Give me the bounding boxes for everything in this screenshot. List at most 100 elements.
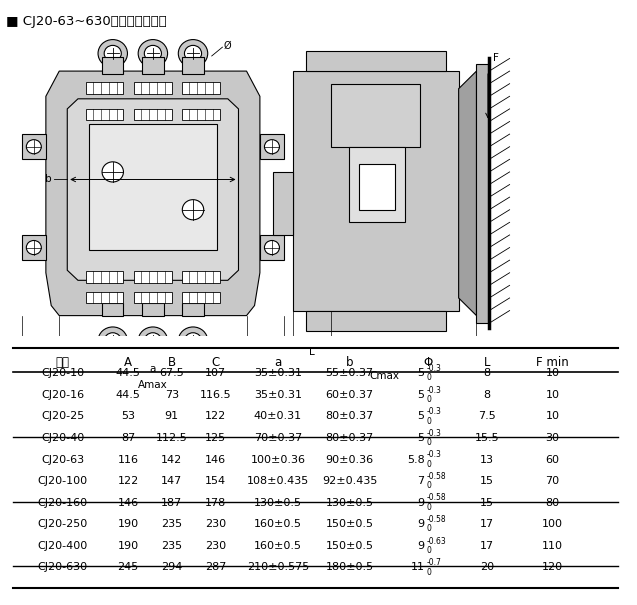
Text: 44.5: 44.5 — [116, 368, 141, 378]
Text: 110: 110 — [542, 541, 563, 551]
Bar — [89, 124, 217, 250]
Text: 0: 0 — [427, 460, 431, 469]
Text: 35±0.31: 35±0.31 — [254, 368, 302, 378]
Text: 142: 142 — [161, 454, 182, 465]
Text: L: L — [483, 356, 490, 369]
Text: CJ20-10: CJ20-10 — [41, 368, 84, 378]
Text: 294: 294 — [161, 563, 182, 572]
Polygon shape — [68, 99, 238, 280]
Text: 146: 146 — [118, 498, 139, 508]
Text: 5: 5 — [418, 433, 425, 443]
Circle shape — [185, 45, 201, 62]
Text: CJ20-250: CJ20-250 — [38, 519, 88, 529]
Bar — [273, 172, 293, 235]
Text: 116: 116 — [118, 454, 139, 465]
Text: C: C — [211, 356, 220, 369]
Text: 17: 17 — [480, 519, 494, 529]
Polygon shape — [46, 71, 260, 316]
Text: 147: 147 — [161, 476, 182, 486]
Circle shape — [26, 241, 41, 255]
Text: 230: 230 — [205, 519, 226, 529]
Text: 235: 235 — [161, 519, 182, 529]
Text: 10: 10 — [546, 390, 559, 400]
Text: b: b — [45, 174, 52, 185]
Text: CJ20-630: CJ20-630 — [38, 563, 88, 572]
Text: 80: 80 — [545, 498, 560, 508]
Text: 122: 122 — [117, 476, 139, 486]
Text: -0.7: -0.7 — [427, 558, 441, 567]
Text: 91: 91 — [165, 411, 179, 421]
Text: 9: 9 — [417, 541, 425, 551]
Text: 0: 0 — [427, 525, 431, 534]
Circle shape — [102, 162, 124, 182]
Text: CJ20-63: CJ20-63 — [41, 454, 84, 465]
Text: a: a — [150, 364, 156, 373]
Text: 35±0.31: 35±0.31 — [254, 390, 302, 400]
Circle shape — [104, 45, 121, 62]
Text: CJ20-400: CJ20-400 — [38, 541, 88, 551]
Bar — [349, 146, 405, 222]
Text: 160±0.5: 160±0.5 — [254, 541, 302, 551]
Text: F min: F min — [536, 356, 569, 369]
Text: 150±0.5: 150±0.5 — [326, 519, 374, 529]
Text: CJ20-160: CJ20-160 — [38, 498, 88, 508]
Text: 125: 125 — [205, 433, 226, 443]
Text: -0.3: -0.3 — [427, 450, 441, 459]
Text: Amax: Amax — [138, 380, 168, 390]
Circle shape — [185, 333, 201, 349]
Text: 8: 8 — [483, 368, 490, 378]
Circle shape — [145, 45, 161, 62]
Circle shape — [182, 200, 204, 220]
Text: 60±0.37: 60±0.37 — [326, 390, 374, 400]
Text: 9: 9 — [417, 519, 425, 529]
Text: 73: 73 — [165, 390, 179, 400]
Text: -0.3: -0.3 — [427, 429, 441, 437]
Text: 210±0.575: 210±0.575 — [247, 563, 309, 572]
Text: 15: 15 — [480, 476, 494, 486]
Text: a: a — [275, 356, 282, 369]
Text: 型号: 型号 — [55, 356, 69, 369]
Text: 70±0.37: 70±0.37 — [254, 433, 302, 443]
Bar — [182, 82, 220, 94]
Text: 190: 190 — [118, 541, 139, 551]
Circle shape — [138, 327, 168, 355]
Text: 0: 0 — [427, 438, 431, 447]
Bar — [22, 134, 46, 159]
Text: 70: 70 — [545, 476, 560, 486]
Text: L: L — [309, 347, 315, 357]
Circle shape — [98, 327, 127, 355]
Text: 160±0.5: 160±0.5 — [254, 519, 302, 529]
Text: B: B — [168, 356, 176, 369]
Bar — [182, 272, 220, 283]
Text: 5: 5 — [418, 390, 425, 400]
Text: CJ20-16: CJ20-16 — [41, 390, 84, 400]
Text: 90±0.36: 90±0.36 — [326, 454, 374, 465]
Text: 8: 8 — [483, 390, 490, 400]
Text: 190: 190 — [118, 519, 139, 529]
Text: 15: 15 — [480, 498, 494, 508]
Circle shape — [178, 327, 208, 355]
Bar — [142, 57, 164, 74]
Text: 130±0.5: 130±0.5 — [254, 498, 302, 508]
Circle shape — [98, 39, 127, 67]
Text: 20: 20 — [480, 563, 494, 572]
Text: 55±0.37: 55±0.37 — [326, 368, 374, 378]
Text: 5: 5 — [418, 368, 425, 378]
Text: 287: 287 — [205, 563, 226, 572]
Bar — [86, 109, 124, 120]
Bar — [182, 109, 220, 120]
Text: 146: 146 — [205, 454, 226, 465]
Text: 0: 0 — [427, 482, 431, 490]
Text: 108±0.435: 108±0.435 — [247, 476, 309, 486]
Bar — [102, 57, 124, 74]
Bar — [359, 165, 395, 210]
Circle shape — [138, 39, 168, 67]
Text: 10: 10 — [546, 368, 559, 378]
Text: A: A — [124, 356, 132, 369]
Bar — [134, 292, 171, 303]
Bar — [134, 109, 171, 120]
Text: 245: 245 — [117, 563, 139, 572]
Text: 235: 235 — [161, 541, 182, 551]
Bar — [331, 83, 420, 146]
Text: 178: 178 — [205, 498, 226, 508]
